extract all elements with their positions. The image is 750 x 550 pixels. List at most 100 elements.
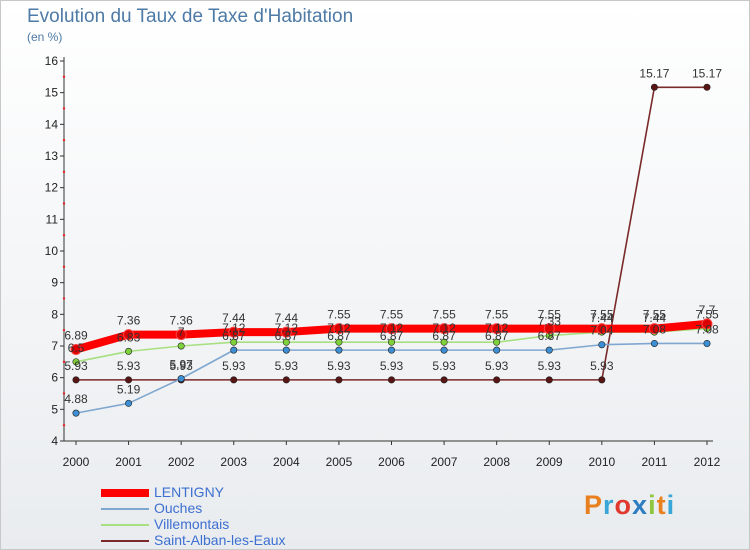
data-label: 7.44 bbox=[222, 311, 246, 325]
y-minor-tick bbox=[62, 297, 66, 300]
data-point bbox=[440, 376, 448, 384]
data-label: 6.87 bbox=[222, 329, 246, 343]
data-point bbox=[650, 83, 658, 91]
data-point bbox=[545, 346, 553, 354]
data-point bbox=[280, 326, 292, 338]
x-tick-label: 2010 bbox=[588, 455, 615, 469]
legend-label: Villemontais bbox=[154, 516, 230, 532]
data-label: 5.93 bbox=[64, 359, 88, 373]
x-tick-label: 2000 bbox=[63, 455, 90, 469]
data-label: 7.55 bbox=[695, 308, 719, 322]
y-minor-tick bbox=[62, 423, 66, 427]
data-label: 7.12 bbox=[485, 321, 509, 335]
y-tick-label: 16 bbox=[45, 54, 59, 68]
data-label: 5.97 bbox=[169, 358, 193, 372]
data-point bbox=[230, 376, 238, 384]
legend-swatch bbox=[101, 540, 149, 542]
data-point bbox=[177, 375, 185, 383]
y-minor-tick bbox=[62, 328, 66, 332]
chart-title: Evolution du Taux de Taxe d'Habitation bbox=[27, 6, 354, 27]
y-minor-tick bbox=[62, 233, 66, 237]
data-point bbox=[493, 338, 501, 346]
data-point bbox=[177, 342, 185, 350]
logo-letter: i bbox=[648, 490, 657, 520]
y-minor-tick bbox=[62, 107, 66, 110]
data-point bbox=[543, 323, 555, 335]
data-point bbox=[72, 376, 80, 384]
data-point bbox=[282, 338, 290, 346]
data-label: 5.93 bbox=[432, 359, 456, 373]
y-minor-tick bbox=[62, 360, 66, 364]
data-point bbox=[545, 376, 553, 384]
data-point bbox=[648, 323, 660, 335]
data-label: 4.88 bbox=[64, 392, 88, 406]
x-tick-label: 2012 bbox=[694, 455, 721, 469]
x-tick-label: 2005 bbox=[326, 455, 353, 469]
data-label: 5.93 bbox=[169, 359, 193, 373]
data-label: 6.89 bbox=[64, 328, 88, 342]
data-label: 6.87 bbox=[275, 329, 299, 343]
logo-letter: r bbox=[603, 490, 615, 520]
legend-label: Ouches bbox=[154, 500, 203, 516]
logo-letter: i bbox=[666, 490, 676, 520]
proxiti-logo: Proxiti bbox=[584, 490, 675, 521]
data-label: 7.55 bbox=[380, 308, 404, 322]
data-point bbox=[125, 347, 133, 355]
data-label: 15.17 bbox=[639, 66, 669, 80]
x-tick-label: 2007 bbox=[431, 455, 458, 469]
data-point bbox=[228, 326, 240, 338]
logo-letter: x bbox=[632, 490, 649, 520]
data-label: 7.08 bbox=[695, 322, 719, 336]
legend-swatch bbox=[101, 489, 149, 497]
data-label: 7.55 bbox=[538, 308, 562, 322]
data-label: 5.93 bbox=[538, 359, 562, 373]
data-point bbox=[703, 83, 711, 91]
data-label: 5.93 bbox=[222, 359, 246, 373]
data-point bbox=[387, 346, 395, 354]
data-label: 7.55 bbox=[643, 308, 667, 322]
data-point bbox=[230, 338, 238, 346]
data-label: 7.36 bbox=[169, 314, 193, 328]
data-point bbox=[230, 346, 238, 354]
data-point bbox=[282, 376, 290, 384]
data-label: 6.87 bbox=[538, 329, 562, 343]
data-label: 7.04 bbox=[590, 324, 614, 338]
data-point bbox=[333, 323, 345, 335]
data-label: 7.44 bbox=[643, 311, 667, 325]
data-label: 7.12 bbox=[275, 321, 299, 335]
x-tick-label: 2008 bbox=[483, 455, 510, 469]
chart-subtitle: (en %) bbox=[27, 30, 63, 44]
data-label: 7 bbox=[178, 325, 185, 339]
x-tick-label: 2001 bbox=[115, 455, 142, 469]
data-point bbox=[440, 346, 448, 354]
data-label: 7.12 bbox=[432, 321, 456, 335]
data-point bbox=[123, 329, 135, 341]
y-minor-tick bbox=[62, 170, 66, 174]
data-point bbox=[335, 338, 343, 346]
y-tick-label: 14 bbox=[45, 117, 59, 131]
y-tick-label: 9 bbox=[51, 276, 58, 290]
data-label: 5.93 bbox=[117, 359, 141, 373]
y-tick-label: 12 bbox=[45, 181, 59, 195]
data-point bbox=[282, 346, 290, 354]
x-tick-label: 2011 bbox=[642, 455, 668, 469]
data-point bbox=[703, 339, 711, 347]
y-tick-label: 5 bbox=[51, 402, 58, 416]
legend-label: Saint-Alban-les-Eaux bbox=[154, 532, 286, 548]
data-label: 6.87 bbox=[485, 329, 509, 343]
legend-swatch bbox=[101, 508, 149, 510]
data-label: 6.5 bbox=[68, 341, 85, 355]
y-minor-tick bbox=[62, 392, 66, 395]
y-tick-label: 6 bbox=[51, 371, 58, 385]
data-point bbox=[650, 339, 658, 347]
data-label: 7.44 bbox=[275, 311, 299, 325]
data-label: 7.12 bbox=[327, 321, 351, 335]
data-label: 7.36 bbox=[117, 314, 141, 328]
legend-label: LENTIGNY bbox=[154, 484, 225, 500]
data-point bbox=[72, 358, 80, 366]
y-tick-label: 8 bbox=[51, 307, 58, 321]
data-label: 5.93 bbox=[485, 359, 509, 373]
y-tick-label: 11 bbox=[46, 212, 59, 226]
data-label: 7.12 bbox=[222, 321, 246, 335]
y-minor-tick bbox=[62, 202, 66, 205]
